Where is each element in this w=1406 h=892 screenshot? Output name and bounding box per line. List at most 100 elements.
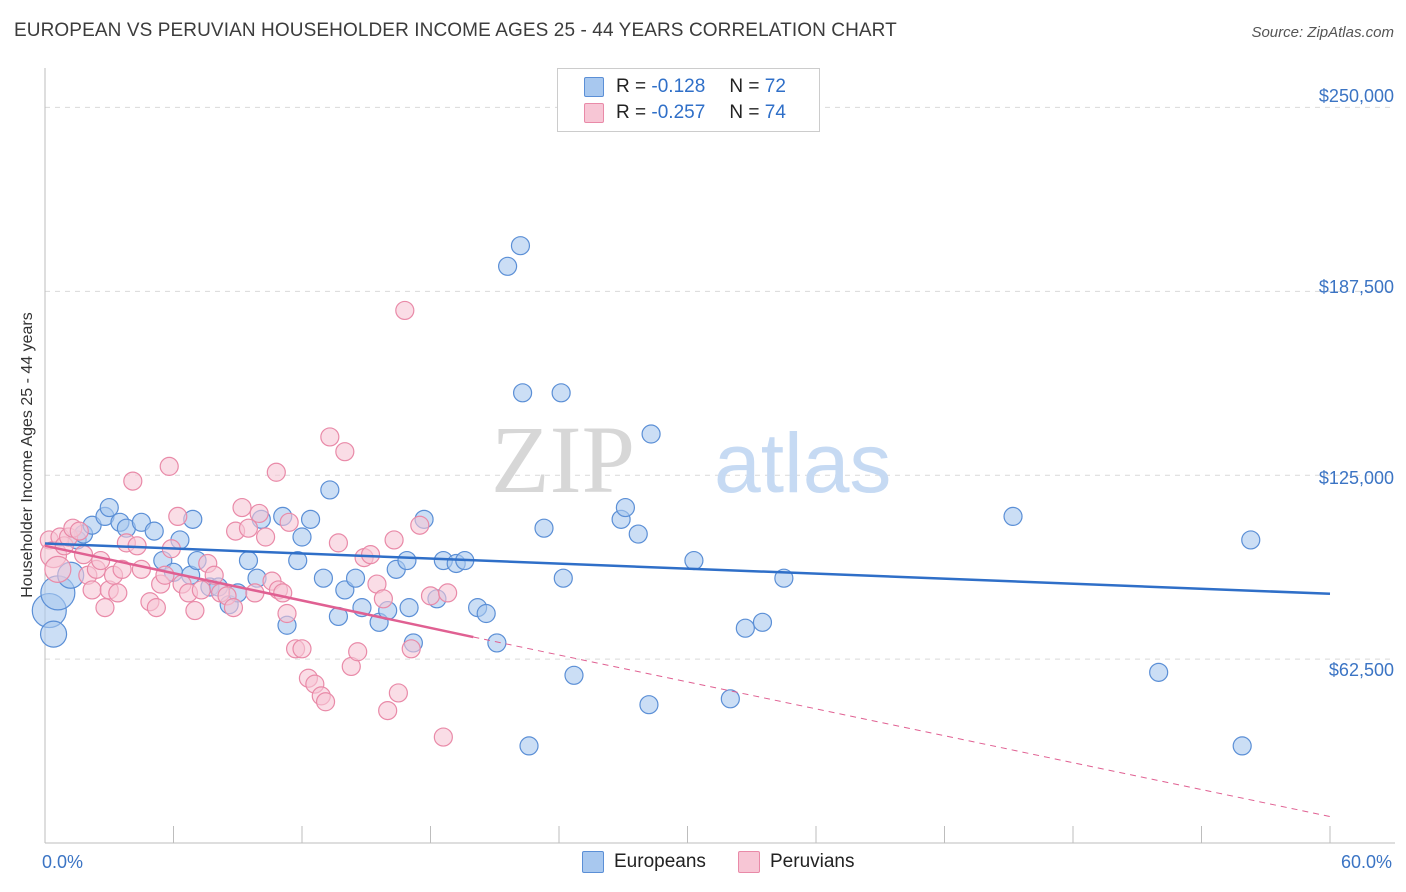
chart-title: EUROPEAN VS PERUVIAN HOUSEHOLDER INCOME … [14,20,897,41]
peruvian-point [108,583,128,603]
source-label: Source: ZipAtlas.com [1251,24,1394,41]
x-tick-label: 60.0% [1340,852,1392,872]
peruvian-point [348,642,368,662]
european-point [553,568,573,588]
trend-lines [44,542,1331,818]
peruvian-point [69,521,89,541]
peruvian-point [249,503,269,524]
european-point [345,568,366,588]
peruvian-point [273,583,293,603]
stats-legend: R = -0.128 N = 72 R = -0.257 N = 74 [557,68,820,132]
peruvian-point [279,512,299,532]
peruvian-point [315,692,336,712]
peruvian-point [401,639,421,659]
european-point [1003,506,1023,527]
peruvian-point [373,589,393,609]
european-point [628,524,648,544]
watermark-zip: ZIP [491,406,635,513]
peruvian-point [131,559,151,579]
european-point [487,633,507,653]
peruvian-point [410,515,430,535]
european-point [639,695,659,715]
peruvian-point [123,471,143,491]
peruvian-point [433,727,453,747]
europeans-points [31,236,1261,756]
peruvians-swatch [738,851,760,873]
peruvian-point [420,586,441,606]
y-tick-label: $62,500 [1328,660,1394,680]
peruvian-point [378,700,398,721]
y-tick-label: $250,000 [1318,86,1394,106]
european-point [735,618,755,638]
peruvians-swatch [584,103,604,123]
legend-n-value: 74 [764,102,786,123]
peruvian-point [395,300,415,321]
peruvian-point [185,600,205,621]
legend-label: Europeans [614,851,706,872]
european-point [498,256,518,276]
peruvian-point [255,527,276,547]
legend-r-label: R = [616,102,647,123]
legend-r-label: R = [616,76,647,97]
european-point [534,518,554,538]
peruvian-point [223,598,244,618]
peruvian-point [159,456,179,476]
european-point [313,568,334,588]
european-point [720,689,740,709]
peruvian-point [238,518,259,538]
european-point [512,383,533,403]
european-point [397,550,417,571]
european-point [320,480,340,500]
x-tick-label: 0.0% [42,852,84,872]
legend-r-value: -0.128 [651,76,706,97]
european-point [1149,662,1169,682]
european-point [519,736,539,756]
europeans-swatch [582,851,604,873]
european-point [144,521,164,541]
peruvians-points [39,300,458,747]
peruvian-point [360,545,381,565]
peruvians-trend-line [44,544,474,639]
peruvian-point [112,559,132,579]
european-point [292,527,312,547]
bottom-legend-europeans: Europeans [582,851,706,873]
european-point [641,424,661,444]
legend-row-peruvians: R = -0.257 N = 74 [584,101,786,125]
peruvian-point [44,555,72,583]
peruvian-point [95,598,115,618]
y-tick-label: $125,000 [1318,468,1394,488]
legend-r-value: -0.257 [651,102,706,123]
european-point [476,603,496,624]
european-point [752,612,773,632]
bottom-legend-peruvians: Peruvians [738,851,855,873]
y-axis-label: Householder Income Ages 25 - 44 years [19,312,36,598]
peruvian-point [320,427,340,447]
european-point [300,509,321,529]
peruvian-point [277,603,297,624]
european-point [288,550,308,571]
peruvian-point [438,583,458,603]
europeans-swatch [584,77,604,97]
peruvians-trend-extension [473,636,1331,818]
watermark-atlas: atlas [714,416,891,510]
european-point [99,497,119,518]
european-point [238,550,259,571]
europeans-trend-line [44,542,1331,596]
peruvian-point [388,683,408,703]
y-tick-label: $187,500 [1318,277,1394,297]
peruvian-point [232,497,252,518]
european-point [399,598,419,618]
peruvian-point [335,442,355,462]
legend-n-value: 72 [764,76,786,97]
legend-row-europeans: R = -0.128 N = 72 [584,75,786,99]
european-point [1232,736,1252,756]
peruvian-point [292,639,312,659]
legend-n-label: N = [729,102,760,123]
european-point [39,620,68,648]
axes [44,68,1395,844]
peruvian-point [328,533,349,553]
european-point [1241,530,1261,550]
european-point [510,236,531,256]
grid-lines [45,106,1395,660]
